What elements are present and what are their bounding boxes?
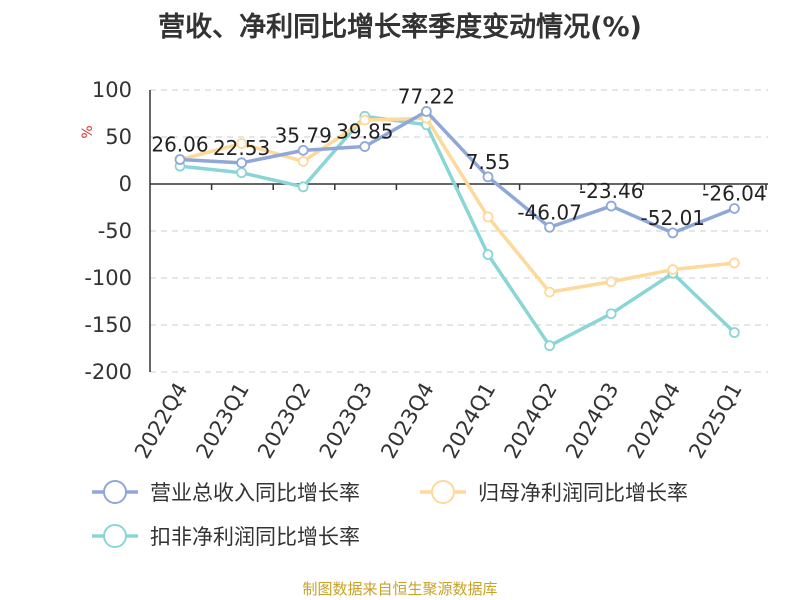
series-point-1 <box>482 211 494 223</box>
x-tick-label: 2023Q3 <box>315 379 377 463</box>
x-tick-label: 2022Q4 <box>130 379 192 463</box>
chart-title: 营收、净利同比增长率季度变动情况(%) <box>158 12 642 43</box>
data-label: -46.07 <box>517 200 581 224</box>
series-point-0 <box>420 106 432 117</box>
y-tick-label: -150 <box>84 313 132 337</box>
data-label: -52.01 <box>641 206 705 230</box>
series-point-0 <box>174 154 186 165</box>
legend-label: 归母净利润同比增长率 <box>478 481 688 505</box>
y-tick-label: 100 <box>92 78 132 102</box>
series-point-0 <box>236 157 248 169</box>
legend-label: 扣非净利润同比增长率 <box>150 525 360 549</box>
series-point-1 <box>359 114 371 126</box>
legend-item: 扣非净利润同比增长率 <box>92 524 360 549</box>
series-point-1 <box>667 264 679 275</box>
series-point-1 <box>605 276 617 288</box>
data-label: -23.46 <box>579 179 643 203</box>
data-label: 77.22 <box>398 84 455 108</box>
legend-marker-icon <box>103 480 127 504</box>
y-tick-label: -200 <box>84 360 132 384</box>
series-point-0 <box>297 144 309 156</box>
series-layer <box>174 106 740 352</box>
series-point-0 <box>729 203 740 214</box>
data-label: 26.06 <box>151 133 208 157</box>
x-tick-label: 2024Q3 <box>561 379 623 463</box>
series-point-2 <box>482 249 494 260</box>
x-tick-label: 2024Q2 <box>499 379 561 463</box>
series-line-2 <box>178 114 737 348</box>
series-point-2 <box>605 308 617 320</box>
series-point-1 <box>544 286 555 298</box>
x-tick-label: 2023Q4 <box>376 379 438 463</box>
legend-label: 营业总收入同比增长率 <box>150 481 360 505</box>
y-tick-label: 50 <box>105 125 132 149</box>
y-tick-label: 0 <box>119 172 132 196</box>
data-label: 39.85 <box>336 120 393 144</box>
data-label: 22.53 <box>213 136 270 160</box>
series-point-2 <box>236 167 248 179</box>
series-line-0 <box>178 109 737 235</box>
series-point-0 <box>667 227 679 239</box>
x-tick-label: 2023Q1 <box>191 379 253 463</box>
y-tick-label: -100 <box>84 266 132 290</box>
series-point-0 <box>605 200 617 212</box>
series-point-0 <box>359 141 371 152</box>
series-line-1 <box>178 116 737 294</box>
data-label: 7.55 <box>466 150 511 174</box>
series-point-2 <box>544 340 555 352</box>
series-point-0 <box>482 171 494 183</box>
x-tick-label: 2024Q4 <box>623 379 685 463</box>
source-note: 制图数据来自恒生聚源数据库 <box>302 580 498 598</box>
legend-item: 归母净利润同比增长率 <box>420 480 688 505</box>
series-point-1 <box>297 156 309 167</box>
x-tick-label: 2025Q1 <box>684 379 746 463</box>
y-axis-unit-label: % <box>80 125 96 138</box>
series-point-1 <box>236 138 248 149</box>
data-label: -26.04 <box>702 181 766 205</box>
legend-marker-icon <box>431 480 455 504</box>
data-label: 35.79 <box>275 123 332 147</box>
legend-item: 营业总收入同比增长率 <box>92 480 360 505</box>
y-tick-label: -50 <box>98 219 132 243</box>
x-tick-label: 2023Q2 <box>253 379 315 463</box>
x-tick-label: 2024Q1 <box>438 379 500 463</box>
series-point-1 <box>729 257 740 269</box>
series-point-2 <box>297 181 309 193</box>
series-point-0 <box>544 221 555 233</box>
legend-marker-icon <box>103 524 127 548</box>
series-point-2 <box>729 327 740 338</box>
